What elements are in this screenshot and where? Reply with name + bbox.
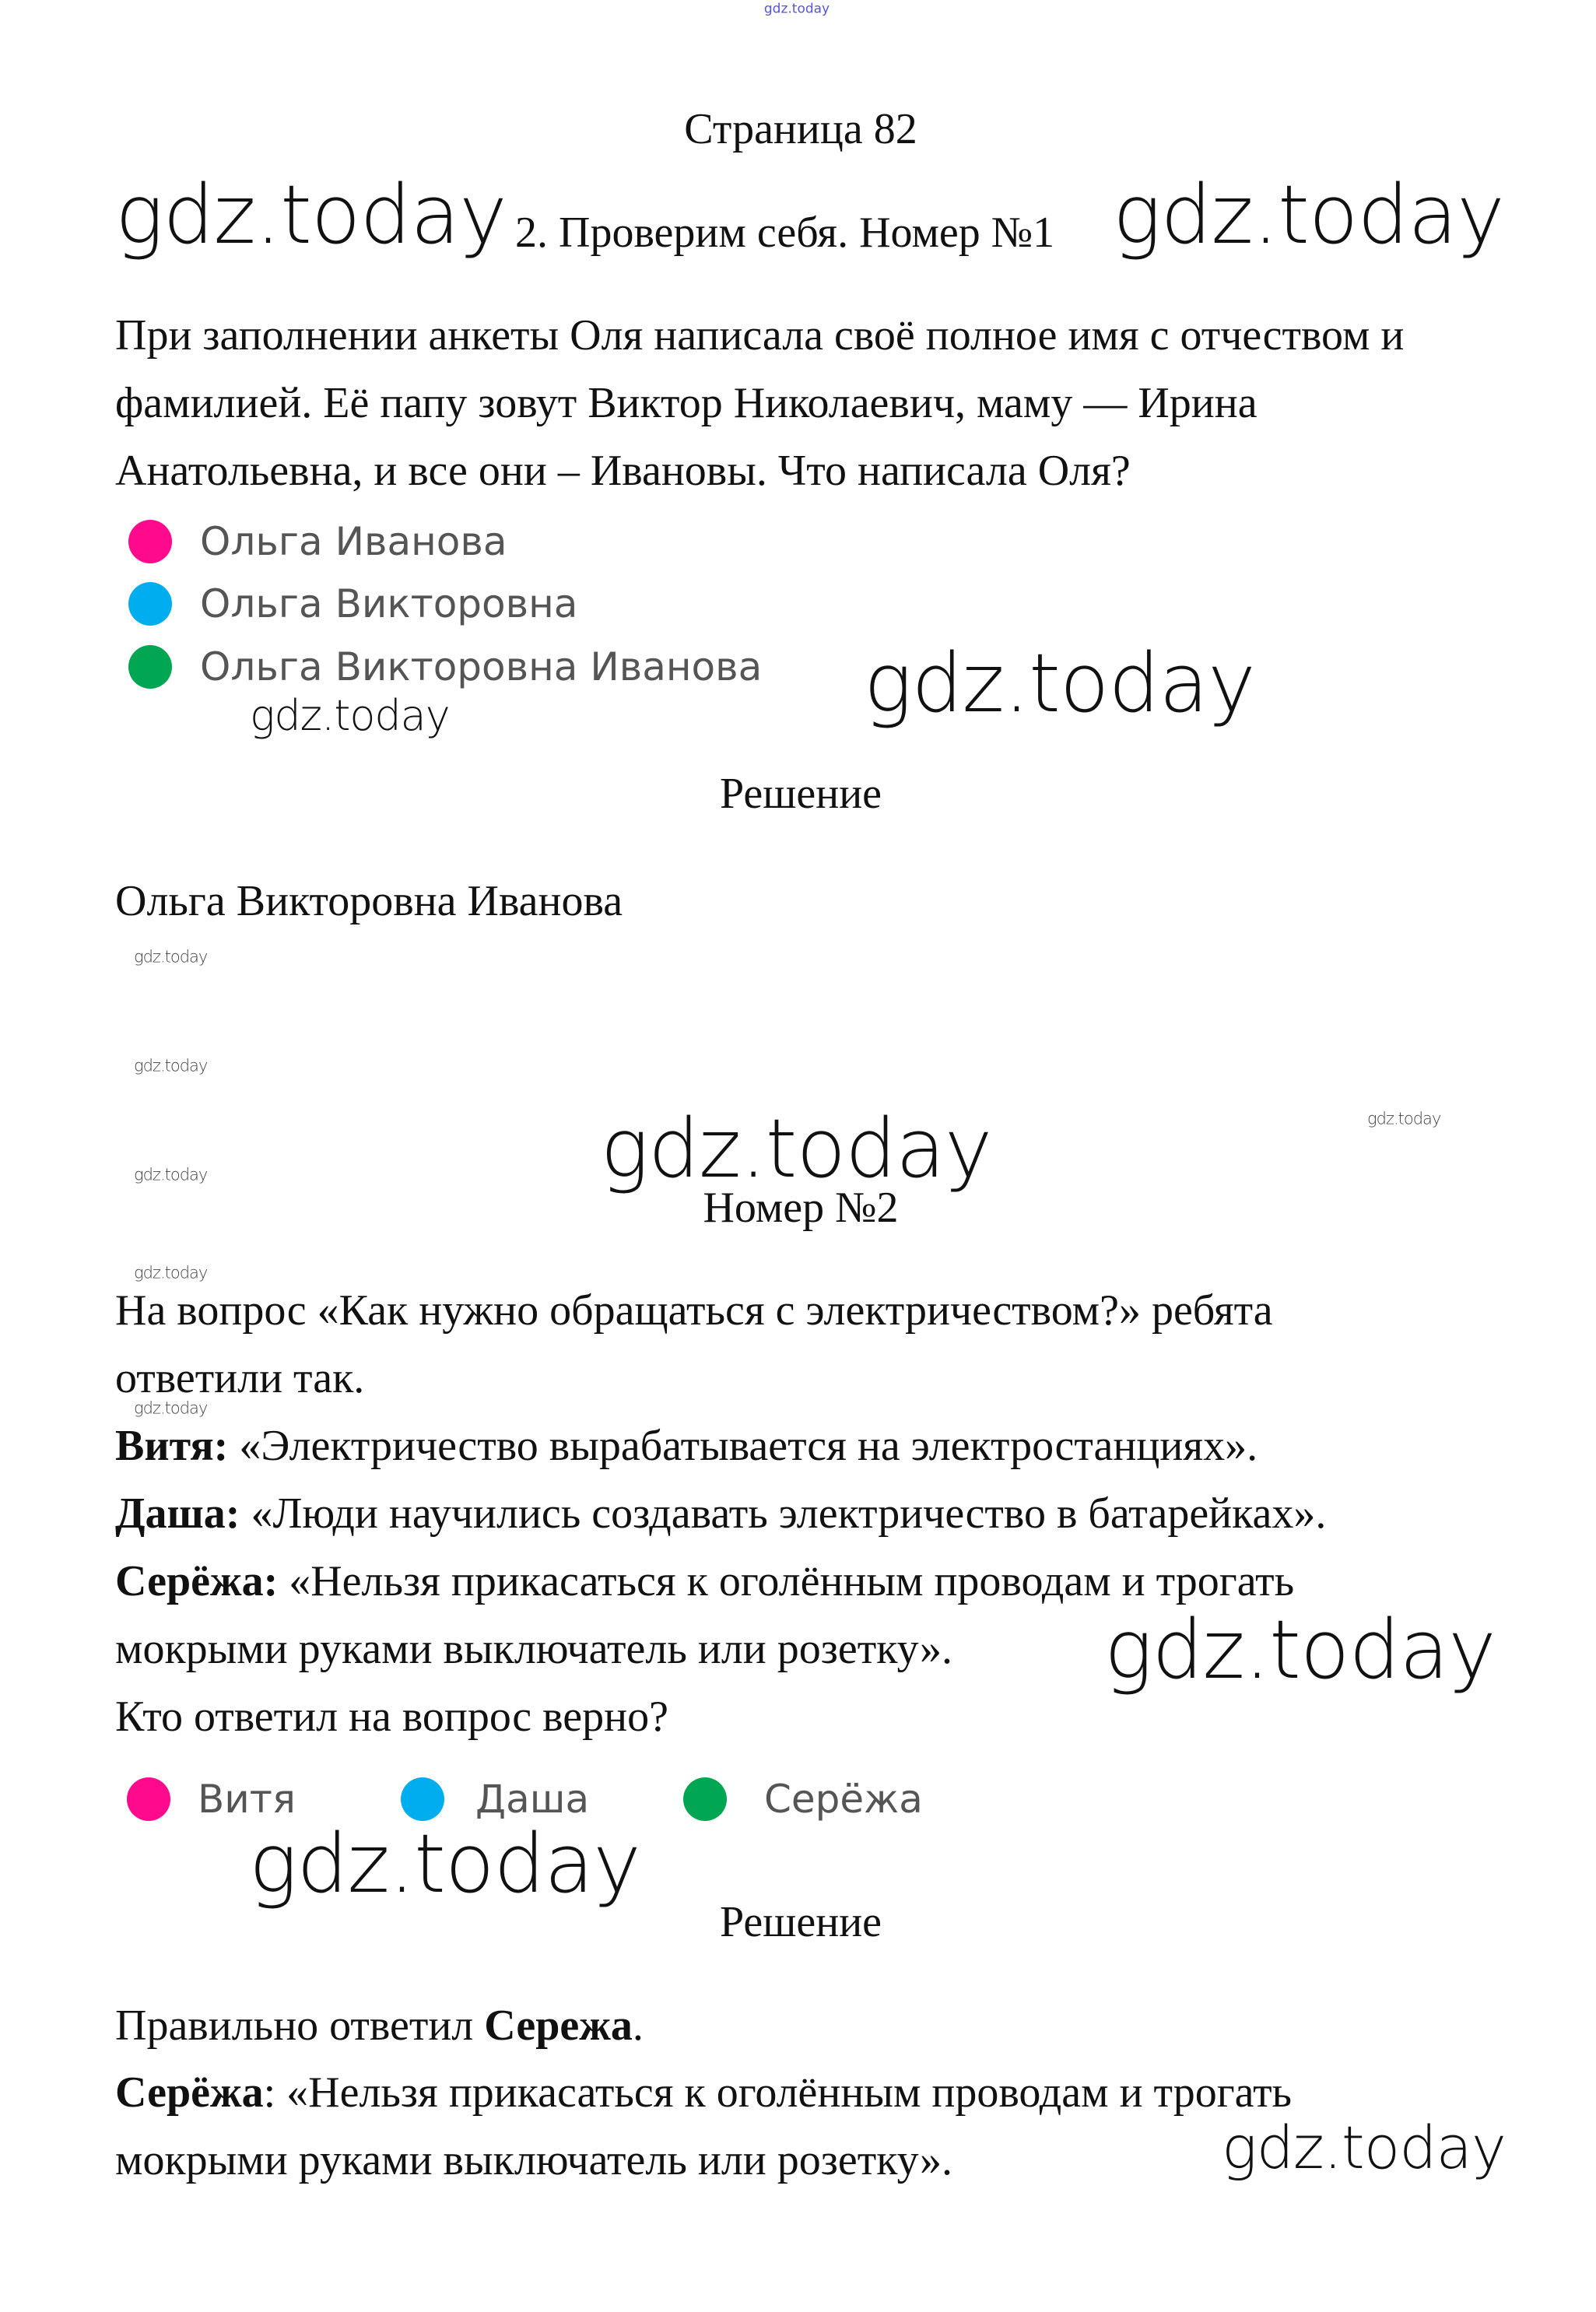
watermark-logo: gdz.today bbox=[864, 636, 1256, 731]
answer-text: «Люди научились создавать электричество … bbox=[240, 1489, 1327, 1538]
solution-quote-name: Серёжа bbox=[115, 2068, 264, 2117]
watermark-small: gdz.today bbox=[134, 947, 208, 967]
task1-solution: Ольга Викторовна Иванова bbox=[115, 877, 623, 925]
task2-option: Серёжа bbox=[764, 1777, 923, 1822]
task2-solution: Правильно ответил Сережа. bbox=[115, 2004, 644, 2047]
solution-quote-line: Серёжа: «Нельзя прикасаться к оголённым … bbox=[115, 2071, 1292, 2114]
solution-prefix: Правильно ответил bbox=[115, 2002, 485, 2050]
answer-text: «Электричество вырабатывается на электро… bbox=[228, 1422, 1258, 1470]
answer-name: Витя: bbox=[115, 1422, 229, 1470]
task1-text-line: При заполнении анкеты Оля написала своё … bbox=[115, 311, 1405, 360]
option-bullet-pink bbox=[127, 1777, 170, 1821]
task1-text-line: Анатольевна, и все они – Ивановы. Что на… bbox=[115, 447, 1131, 495]
task2-solution-label: Решение bbox=[719, 1898, 882, 1946]
watermark-small: gdz.today bbox=[134, 1263, 208, 1282]
task2-option: Витя bbox=[198, 1777, 296, 1822]
task1-option: Ольга Викторовна bbox=[200, 581, 578, 626]
option-bullet-blue bbox=[128, 582, 172, 626]
solution-name: Сережа bbox=[484, 2002, 633, 2050]
watermark-logo: gdz.today bbox=[1104, 1602, 1496, 1697]
watermark-logo: gdz.today bbox=[250, 691, 451, 740]
task1-heading: 2. Проверим себя. Номер №1 bbox=[515, 209, 1055, 257]
answer-line: Даша: «Люди научились создавать электрич… bbox=[115, 1492, 1326, 1535]
watermark-logo: gdz.today bbox=[1113, 167, 1505, 262]
task2-text-line: ответили так. bbox=[115, 1354, 365, 1402]
watermark-logo: gdz.today bbox=[1222, 2113, 1507, 2182]
solution-quote-line: мокрыми руками выключатель или розетку». bbox=[115, 2136, 953, 2184]
task1-text-line: фамилией. Её папу зовут Виктор Николаеви… bbox=[115, 379, 1258, 427]
answer-line: Серёжа: «Нельзя прикасаться к оголённым … bbox=[115, 1559, 1294, 1603]
watermark-small: gdz.today bbox=[134, 1165, 208, 1184]
task1-option: Ольга Иванова bbox=[200, 519, 507, 564]
option-bullet-green bbox=[128, 645, 172, 689]
answer-line: Витя: «Электричество вырабатывается на э… bbox=[115, 1424, 1258, 1468]
solution-suffix: . bbox=[632, 2002, 644, 2050]
option-bullet-blue bbox=[401, 1777, 444, 1821]
watermark-logo: gdz.today bbox=[249, 1816, 641, 1911]
task1-solution-label: Решение bbox=[719, 770, 882, 818]
watermark-logo: gdz.today bbox=[115, 167, 507, 262]
option-bullet-pink bbox=[128, 520, 172, 563]
solution-quote-text: : «Нельзя прикасаться к оголённым провод… bbox=[263, 2068, 1293, 2117]
task2-question: Кто ответил на вопрос верно? bbox=[115, 1693, 668, 1741]
task1-option: Ольга Викторовна Иванова bbox=[200, 644, 763, 689]
top-watermark: gdz.today bbox=[763, 1, 830, 17]
answer-name: Даша: bbox=[115, 1489, 240, 1538]
watermark-small: gdz.today bbox=[134, 1056, 208, 1075]
watermark-small: gdz.today bbox=[134, 1398, 208, 1418]
page-title: Страница 82 bbox=[684, 105, 917, 153]
task2-option: Даша bbox=[475, 1777, 590, 1822]
task2-heading: Номер №2 bbox=[703, 1184, 899, 1232]
watermark-logo: gdz.today bbox=[600, 1101, 993, 1196]
answer-name: Серёжа: bbox=[115, 1557, 279, 1605]
watermark-small: gdz.today bbox=[1367, 1109, 1441, 1128]
answer-text: «Нельзя прикасаться к оголённым проводам… bbox=[278, 1557, 1295, 1605]
task2-text-line: На вопрос «Как нужно обращаться с электр… bbox=[115, 1286, 1273, 1335]
option-bullet-green bbox=[683, 1777, 727, 1821]
answer-line: мокрыми руками выключатель или розетку». bbox=[115, 1625, 953, 1673]
